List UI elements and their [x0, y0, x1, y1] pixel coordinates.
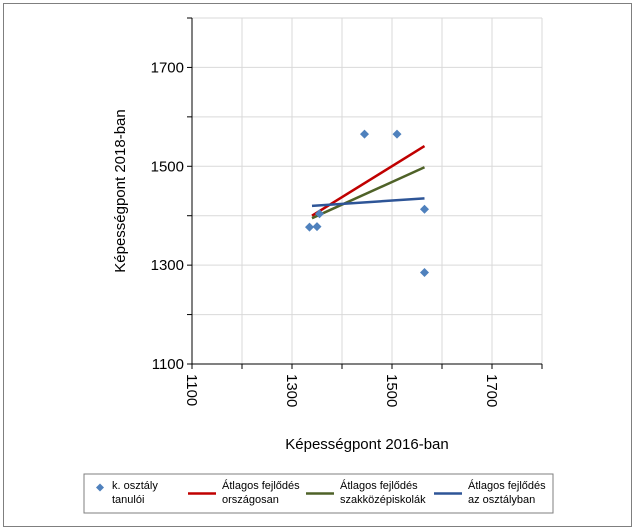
legend-swatch-0 — [96, 483, 104, 492]
legend-label-line2: szakközépiskolák — [340, 494, 426, 506]
y-tick-label: 1500 — [151, 158, 184, 175]
legend-label-line1: k. osztály — [112, 480, 158, 492]
data-point — [315, 209, 324, 219]
legend-label-line1: Átlagos fejlődés — [222, 479, 300, 492]
data-point — [305, 222, 314, 232]
legend-label-line1: Átlagos fejlődés — [340, 479, 418, 492]
trend-lines — [311, 144, 426, 220]
legend: k. osztály tanulói Átlagos fejlődés országo… — [83, 473, 554, 514]
data-point — [360, 129, 369, 139]
data-point — [312, 222, 322, 232]
y-tick-label: 1700 — [151, 59, 184, 76]
y-axis-title: Képességpont 2018-ban — [112, 109, 129, 272]
legend-label-line2: tanulói — [112, 494, 144, 506]
data-point — [392, 129, 402, 139]
chart-frame — [3, 3, 632, 527]
plot-area — [192, 18, 542, 364]
x-tick-label: 1100 — [183, 374, 200, 406]
axes — [187, 17, 543, 369]
trend-line-2 — [311, 166, 426, 220]
x-axis-title: Képességpont 2016-ban — [285, 436, 448, 453]
data-points — [305, 129, 429, 278]
data-point — [420, 268, 429, 278]
data-point — [420, 204, 429, 214]
legend-label-line2: országosan — [222, 494, 279, 506]
x-tick-label: 1300 — [283, 374, 300, 407]
gridlines — [192, 17, 543, 364]
y-tick-label: 1100 — [152, 356, 184, 373]
y-tick-label: 1300 — [151, 257, 184, 274]
legend-label-line2: az osztályban — [468, 494, 535, 506]
legend-label-line1: Átlagos fejlődés — [468, 479, 546, 492]
x-tick-label: 1500 — [383, 374, 400, 407]
tick-labels: 1100 1300 1500 1700 1100 1300 1500 1700 — [151, 59, 500, 407]
trend-line-3 — [311, 197, 425, 208]
x-tick-label: 1700 — [483, 374, 500, 407]
